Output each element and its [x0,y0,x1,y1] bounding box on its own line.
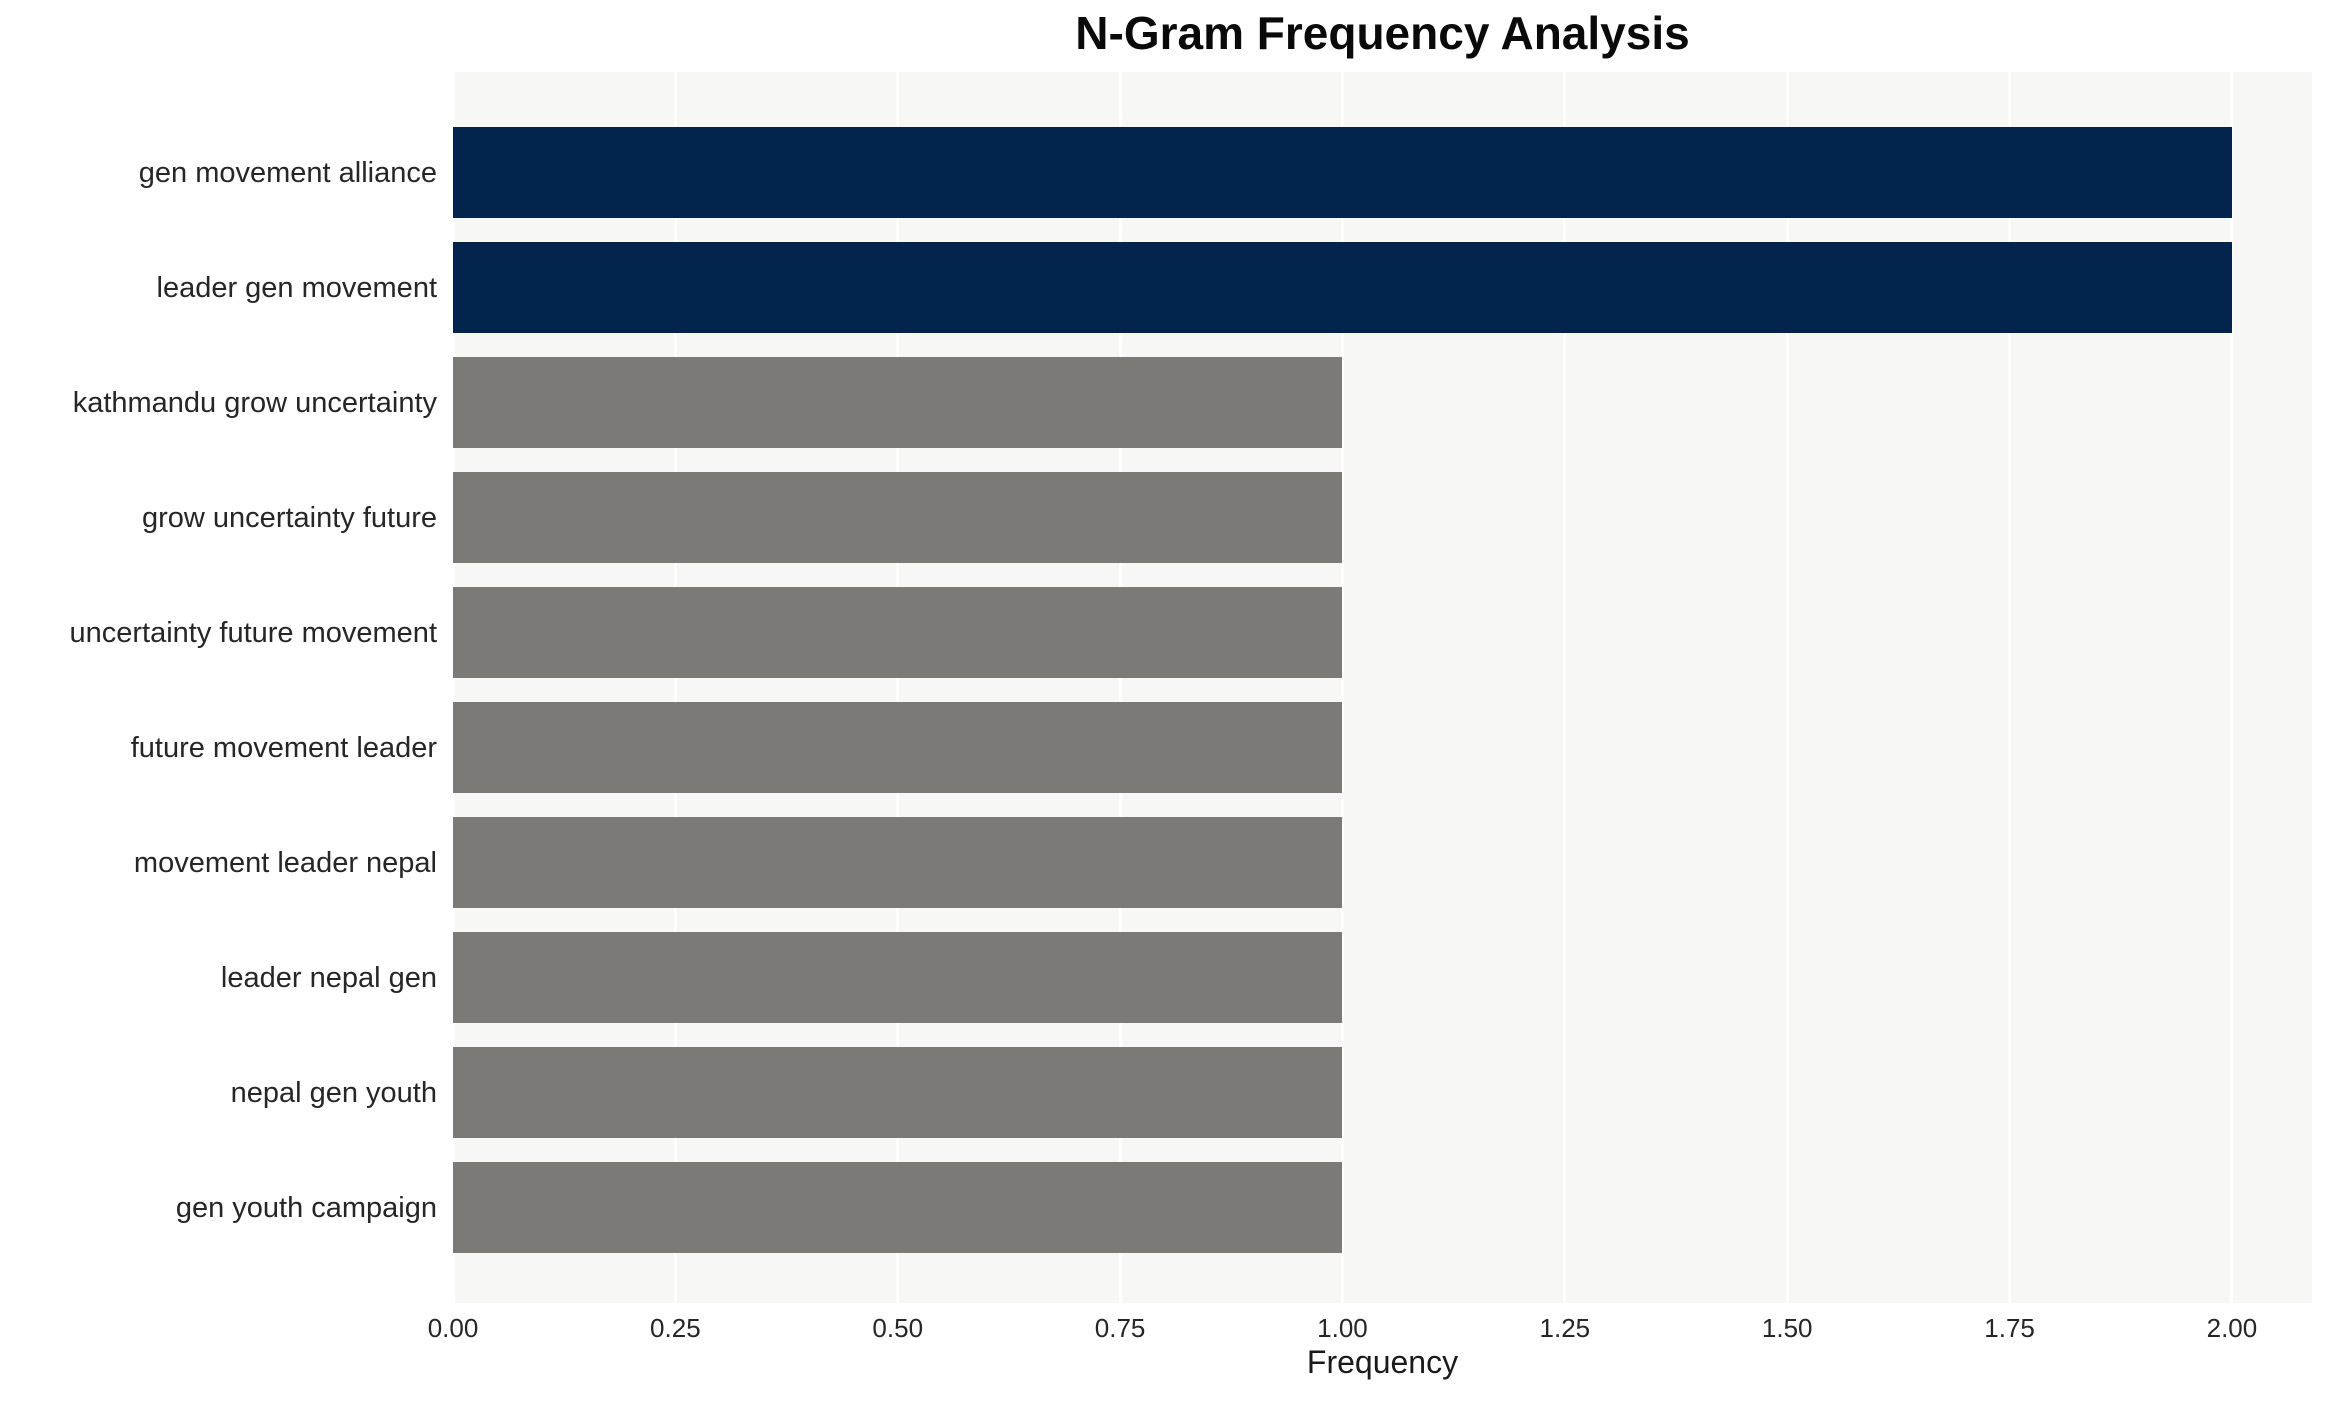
x-tick-label: 1.50 [1761,1313,1813,1343]
y-tick-label: future movement leader [130,731,437,764]
x-axis-title: Frequency [1306,1344,1459,1380]
bar-gen-movement-alliance [453,127,2232,218]
y-tick-label: leader nepal gen [220,961,437,994]
gridline-x-0.50 [896,72,900,1303]
y-axis-labels: gen movement alliance leader gen movement… [0,0,445,1402]
x-tick-label: 1.75 [1984,1313,2035,1343]
gridline-x-0.00 [451,72,455,1303]
y-tick-label: uncertainty future movement [69,616,437,649]
y-tick-label: movement leader nepal [133,846,437,879]
bar-leader-nepal-gen [453,932,1343,1023]
x-tick-label: 1.00 [1317,1313,1368,1343]
bar-future-movement-leader [453,702,1343,793]
gridline-x-0.75 [1118,72,1122,1303]
gridline-x-1.50 [1785,72,1789,1303]
y-tick-label: nepal gen youth [230,1076,437,1109]
bar-leader-gen-movement [453,242,2232,333]
plot-area [451,72,2312,1303]
gridline-x-1.25 [1563,72,1567,1303]
bar-nepal-gen-youth [453,1047,1343,1138]
bar-kathmandu-grow-uncertainty [453,357,1343,448]
y-tick-label: kathmandu grow uncertainty [72,386,437,419]
bar-movement-leader-nepal [453,817,1343,908]
x-tick-label: 2.00 [2206,1313,2258,1343]
x-tick-label: 1.25 [1539,1313,1591,1343]
bar-grow-uncertainty-future [453,472,1343,563]
x-tick-label: 0.25 [650,1313,701,1343]
gridline-x-1.75 [2008,72,2012,1303]
chart-title: N-Gram Frequency Analysis [1075,7,1690,59]
gridline-x-2.00 [2230,72,2234,1303]
x-tick-label: 0.50 [872,1313,924,1343]
y-tick-label: grow uncertainty future [142,501,437,534]
y-tick-label: gen movement alliance [138,156,437,189]
y-tick-label: gen youth campaign [175,1191,437,1224]
gridline-x-1.00 [1340,72,1344,1303]
gridline-x-0.25 [673,72,677,1303]
x-tick-label: 0.00 [427,1313,479,1343]
y-tick-label: leader gen movement [156,271,438,304]
bar-gen-youth-campaign [453,1162,1343,1253]
x-tick-label: 0.75 [1094,1313,1146,1343]
bar-uncertainty-future-movement [453,587,1343,678]
